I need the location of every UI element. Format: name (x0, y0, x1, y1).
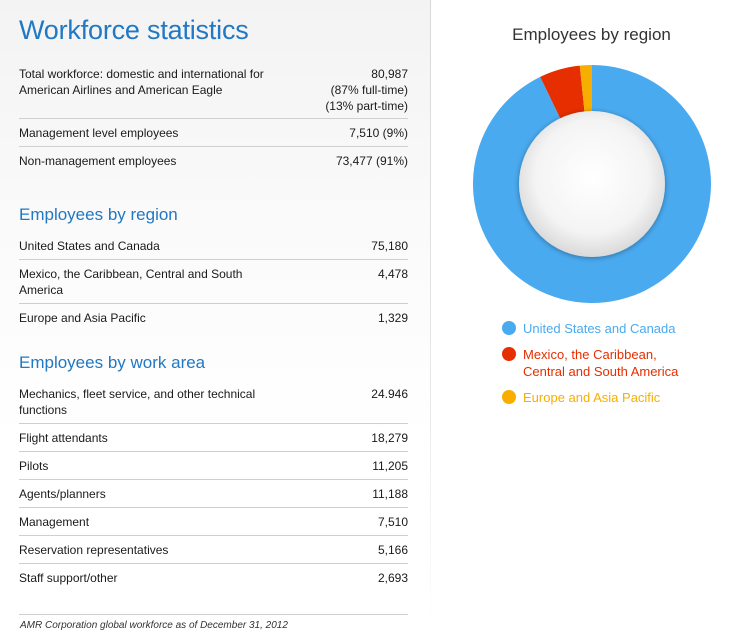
separator (19, 303, 408, 304)
region-row: Mexico, the Caribbean, Central and South… (19, 266, 408, 298)
total-workforce-number: 80,987 (371, 67, 408, 81)
legend-dot-icon (502, 390, 516, 404)
row-label: Flight attendants (19, 431, 108, 445)
legend-label: Europe and Asia Pacific (523, 390, 661, 405)
legend-dot-icon (502, 347, 516, 361)
row-value: 11,188 (372, 487, 408, 501)
row-label: Non-management employees (19, 154, 177, 168)
legend-item: Europe and Asia Pacific (502, 389, 742, 406)
work-area-row: Flight attendants 18,279 (19, 430, 408, 446)
page-title: Workforce statistics (19, 15, 249, 45)
part-time-share: (13% part-time) (325, 99, 408, 113)
work-area-section-title: Employees by work area (19, 353, 206, 372)
separator (19, 118, 408, 119)
total-workforce-value: 80,987 (87% full-time) (13% part-time) (325, 66, 408, 114)
stats-panel (0, 0, 430, 632)
separator (19, 423, 408, 424)
row-value: 5,166 (377, 543, 408, 557)
legend-label: United States and Canada (523, 321, 676, 336)
legend-label: Mexico, the Caribbean, Central and South … (523, 347, 679, 379)
legend-item: Mexico, the Caribbean, Central and South … (502, 346, 742, 380)
work-area-row: Staff support/other 2,693 (19, 570, 408, 586)
legend-item: United States and Canada (502, 320, 742, 337)
work-area-row: Reservation representatives 5,166 (19, 542, 408, 558)
separator (19, 146, 408, 147)
region-section-title: Employees by region (19, 205, 178, 224)
row-label: Agents/planners (19, 487, 106, 501)
chart-legend: United States and Canada Mexico, the Cari… (502, 320, 742, 415)
work-area-row: Agents/planners 11,188 (19, 486, 408, 502)
row-value: 4,478 (377, 267, 408, 281)
row-value: 7,510 (9%) (349, 126, 408, 140)
footnote: AMR Corporation global workforce as of D… (20, 620, 288, 631)
non-management-row: Non-management employees 73,477 (91%) (19, 153, 408, 169)
total-workforce-label: Total workforce: domestic and internatio… (19, 67, 264, 97)
separator (19, 451, 408, 452)
row-value: 1,329 (377, 311, 408, 325)
separator (19, 563, 408, 564)
row-label: Reservation representatives (19, 543, 169, 557)
row-label: Management (19, 515, 90, 529)
management-row: Management level employees 7,510 (9%) (19, 125, 408, 141)
row-value: 18,279 (371, 431, 408, 445)
chart-title: Employees by region (512, 25, 671, 44)
work-area-row: Mechanics, fleet service, and other tech… (19, 386, 408, 418)
row-value: 2,693 (377, 571, 408, 585)
row-value: 11,205 (372, 459, 408, 473)
full-time-share: (87% full-time) (330, 83, 408, 97)
region-row: United States and Canada 75,180 (19, 238, 408, 254)
row-value: 7,510 (377, 515, 408, 529)
row-value: 73,477 (91%) (335, 154, 408, 168)
total-workforce-row: Total workforce: domestic and internatio… (19, 66, 408, 114)
row-label: Mechanics, fleet service, and other tech… (19, 387, 256, 417)
row-label: Staff support/other (19, 571, 118, 585)
work-area-row: Pilots 11,205 (19, 458, 408, 474)
row-label: Pilots (19, 459, 49, 473)
separator (19, 614, 408, 615)
legend-dot-icon (502, 321, 516, 335)
panel-divider (430, 0, 431, 632)
separator (19, 535, 408, 536)
row-label: Mexico, the Caribbean, Central and South… (19, 267, 243, 297)
row-label: United States and Canada (19, 239, 160, 253)
region-row: Europe and Asia Pacific 1,329 (19, 310, 408, 326)
separator (19, 259, 408, 260)
work-area-row: Management 7,510 (19, 514, 408, 530)
donut-hole (519, 111, 665, 257)
row-label: Europe and Asia Pacific (19, 311, 146, 325)
separator (19, 507, 408, 508)
region-donut-chart (473, 65, 711, 303)
row-value: 24.946 (371, 387, 408, 401)
row-value: 75,180 (371, 239, 408, 253)
separator (19, 479, 408, 480)
row-label: Management level employees (19, 126, 179, 140)
